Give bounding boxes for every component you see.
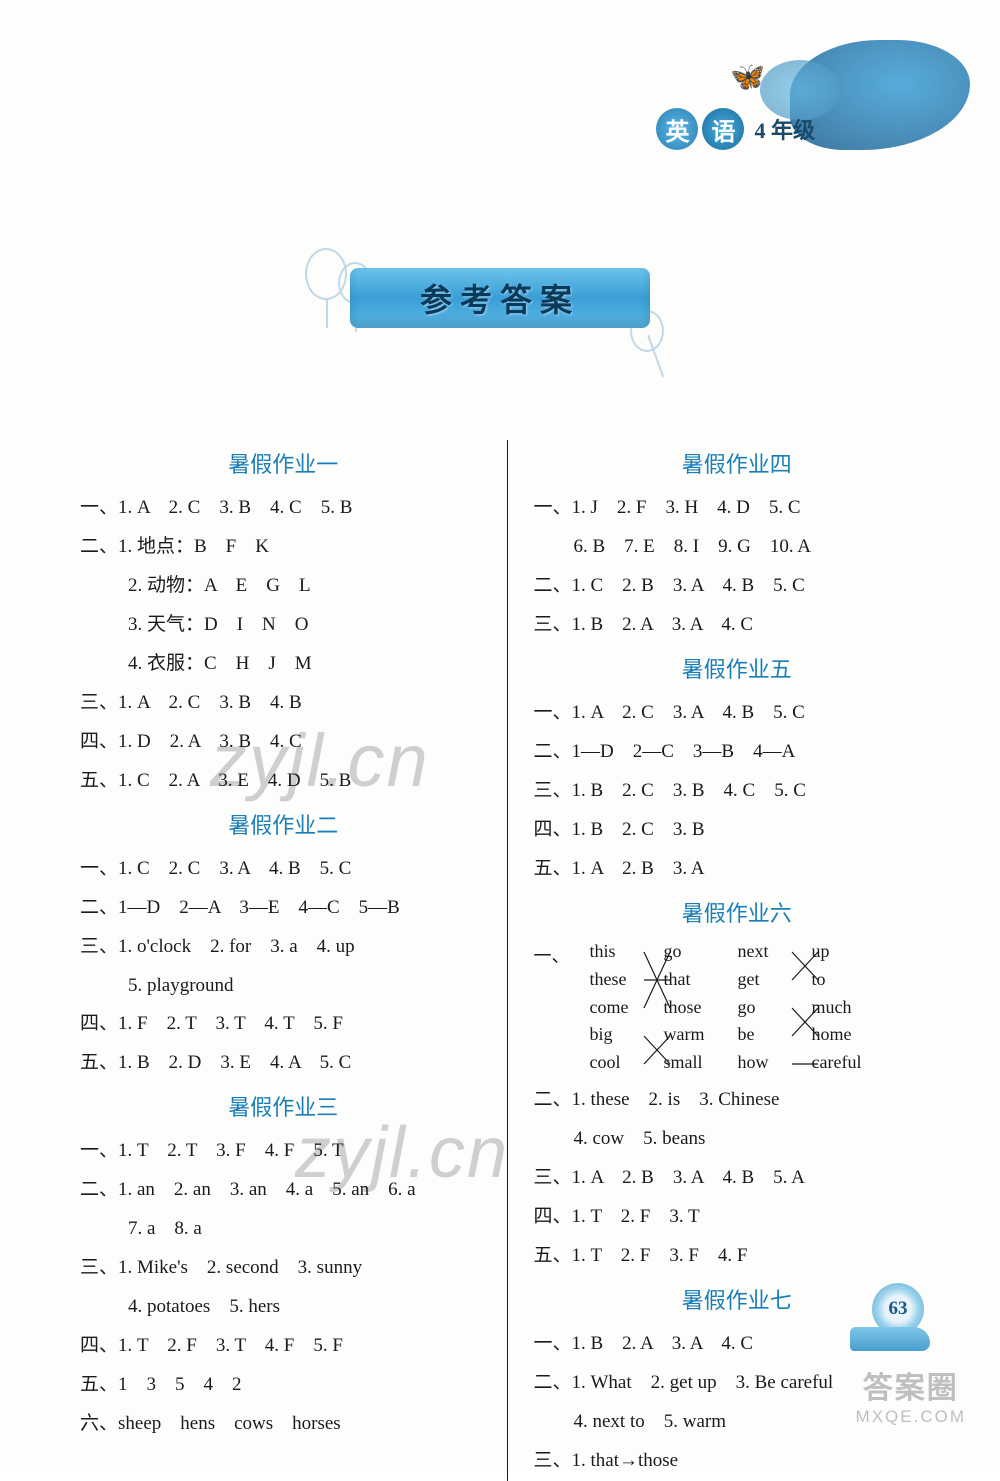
answer-line: 三、1. A 2. C 3. B 4. B xyxy=(80,684,487,723)
match-word: go xyxy=(738,994,800,1022)
match-word: warm xyxy=(664,1021,726,1049)
match-word: how xyxy=(738,1049,800,1077)
section-title: 暑假作业五 xyxy=(534,647,941,692)
section-title: 暑假作业六 xyxy=(534,891,941,936)
answer-line: 5. playground xyxy=(80,967,487,1006)
answer-line: 二、1. these 2. is 3. Chinese xyxy=(534,1081,941,1120)
answer-line: 五、1. A 2. B 3. A xyxy=(534,850,941,889)
answer-line: 二、1. an 2. an 3. an 4. a 5. an 6. a xyxy=(80,1171,487,1210)
match-word: those xyxy=(664,994,726,1022)
answer-line: 一、1. T 2. T 3. F 4. F 5. T xyxy=(80,1132,487,1171)
snail-body xyxy=(850,1327,930,1351)
answer-line: 三、1. o'clock 2. for 3. a 4. up xyxy=(80,928,487,967)
answer-line: 五、1 3 5 4 2 xyxy=(80,1366,487,1405)
answer-line: 一、1. C 2. C 3. A 4. B 5. C xyxy=(80,850,487,889)
match-word: to xyxy=(812,966,874,994)
answer-line: 二、1. 地点：B F K xyxy=(80,528,487,567)
watermark-logo-cn: 答案圈 xyxy=(856,1363,966,1407)
match-word: cool xyxy=(590,1049,652,1077)
answer-line: 四、1. T 2. F 3. T 4. F 5. F xyxy=(80,1327,487,1366)
answer-line: 4. potatoes 5. hers xyxy=(80,1288,487,1327)
matching-exercise: 一、 thisthesecomebigcool gothatthosewarms… xyxy=(534,938,941,1077)
answer-line: 五、1. B 2. D 3. E 4. A 5. C xyxy=(80,1044,487,1083)
answer-line: 二、1. C 2. B 3. A 4. B 5. C xyxy=(534,567,941,606)
matching-prefix: 一、 xyxy=(534,938,578,1077)
page: 🦋 英 语 4 年级 参考答案 zyjl.cn zyjl.cn 暑假作业一 一、… xyxy=(0,0,1000,1471)
answer-line: 一、1. J 2. F 3. H 4. D 5. C xyxy=(534,489,941,528)
answer-line: 三、1. B 2. A 3. A 4. C xyxy=(534,606,941,645)
page-title: 参考答案 xyxy=(420,275,580,321)
match-word: get xyxy=(738,966,800,994)
answer-line: 3. 天气：D I N O xyxy=(80,606,487,645)
match-word: big xyxy=(590,1021,652,1049)
section-title: 暑假作业一 xyxy=(80,442,487,487)
answer-line: 五、1. C 2. A 3. E 4. D 5. B xyxy=(80,762,487,801)
section-title: 暑假作业三 xyxy=(80,1085,487,1130)
answer-line: 三、1. that→those xyxy=(534,1442,941,1481)
match-word: next xyxy=(738,938,800,966)
match-word: small xyxy=(664,1049,726,1077)
page-number-snail: 63 xyxy=(850,1281,930,1351)
match-word: careful xyxy=(812,1049,874,1077)
flower-art xyxy=(790,40,970,150)
butterfly-icon: 🦋 xyxy=(730,60,780,100)
answer-line: 6. B 7. E 8. I 9. G 10. A xyxy=(534,528,941,567)
title-banner: 参考答案 xyxy=(350,268,650,328)
match-word: this xyxy=(590,938,652,966)
answer-line: 四、1. F 2. T 3. T 4. T 5. F xyxy=(80,1005,487,1044)
watermark-logo: 答案圈 MXQE.COM xyxy=(856,1363,966,1427)
answer-line: 一、1. A 2. C 3. B 4. C 5. B xyxy=(80,489,487,528)
match-col-4: uptomuchhomecareful xyxy=(812,938,874,1077)
answer-line: 四、1. T 2. F 3. T xyxy=(534,1198,941,1237)
subject-char-2: 语 xyxy=(702,108,744,150)
watermark-logo-en: MXQE.COM xyxy=(856,1407,966,1427)
match-word: come xyxy=(590,994,652,1022)
section-title: 暑假作业二 xyxy=(80,803,487,848)
answer-line: 二、1—D 2—C 3—B 4—A xyxy=(534,733,941,772)
match-word: much xyxy=(812,994,874,1022)
answer-line: 二、1—D 2—A 3—E 4—C 5—B xyxy=(80,889,487,928)
answer-line: 六、sheep hens cows horses xyxy=(80,1405,487,1444)
match-word: these xyxy=(590,966,652,994)
answer-line: 三、1. A 2. B 3. A 4. B 5. A xyxy=(534,1159,941,1198)
match-word: up xyxy=(812,938,874,966)
match-word: that xyxy=(664,966,726,994)
answer-line: 四、1. B 2. C 3. B xyxy=(534,811,941,850)
grade-text: 4 年级 xyxy=(754,113,815,145)
match-word: go xyxy=(664,938,726,966)
match-word: be xyxy=(738,1021,800,1049)
match-word: home xyxy=(812,1021,874,1049)
answer-line: 五、1. T 2. F 3. F 4. F xyxy=(534,1237,941,1276)
answer-line: 4. 衣服：C H J M xyxy=(80,645,487,684)
match-col-1: thisthesecomebigcool xyxy=(590,938,652,1077)
answer-line: 2. 动物：A E G L xyxy=(80,567,487,606)
section-title: 暑假作业四 xyxy=(534,442,941,487)
match-col-3: nextgetgobehow xyxy=(738,938,800,1077)
answer-line: 7. a 8. a xyxy=(80,1210,487,1249)
answer-line: 四、1. D 2. A 3. B 4. C xyxy=(80,723,487,762)
answer-line: 三、1. Mike's 2. second 3. sunny xyxy=(80,1249,487,1288)
answer-line: 4. cow 5. beans xyxy=(534,1120,941,1159)
content-area: 暑假作业一 一、1. A 2. C 3. B 4. C 5. B 二、1. 地点… xyxy=(80,440,940,1481)
match-col-2: gothatthosewarmsmall xyxy=(664,938,726,1077)
header-decoration: 🦋 xyxy=(630,30,980,180)
answer-line: 一、1. A 2. C 3. A 4. B 5. C xyxy=(534,694,941,733)
left-column: 暑假作业一 一、1. A 2. C 3. B 4. C 5. B 二、1. 地点… xyxy=(80,440,507,1481)
subject-char-1: 英 xyxy=(656,108,698,150)
subject-badge: 英 语 4 年级 xyxy=(656,108,815,150)
answer-line: 三、1. B 2. C 3. B 4. C 5. C xyxy=(534,772,941,811)
